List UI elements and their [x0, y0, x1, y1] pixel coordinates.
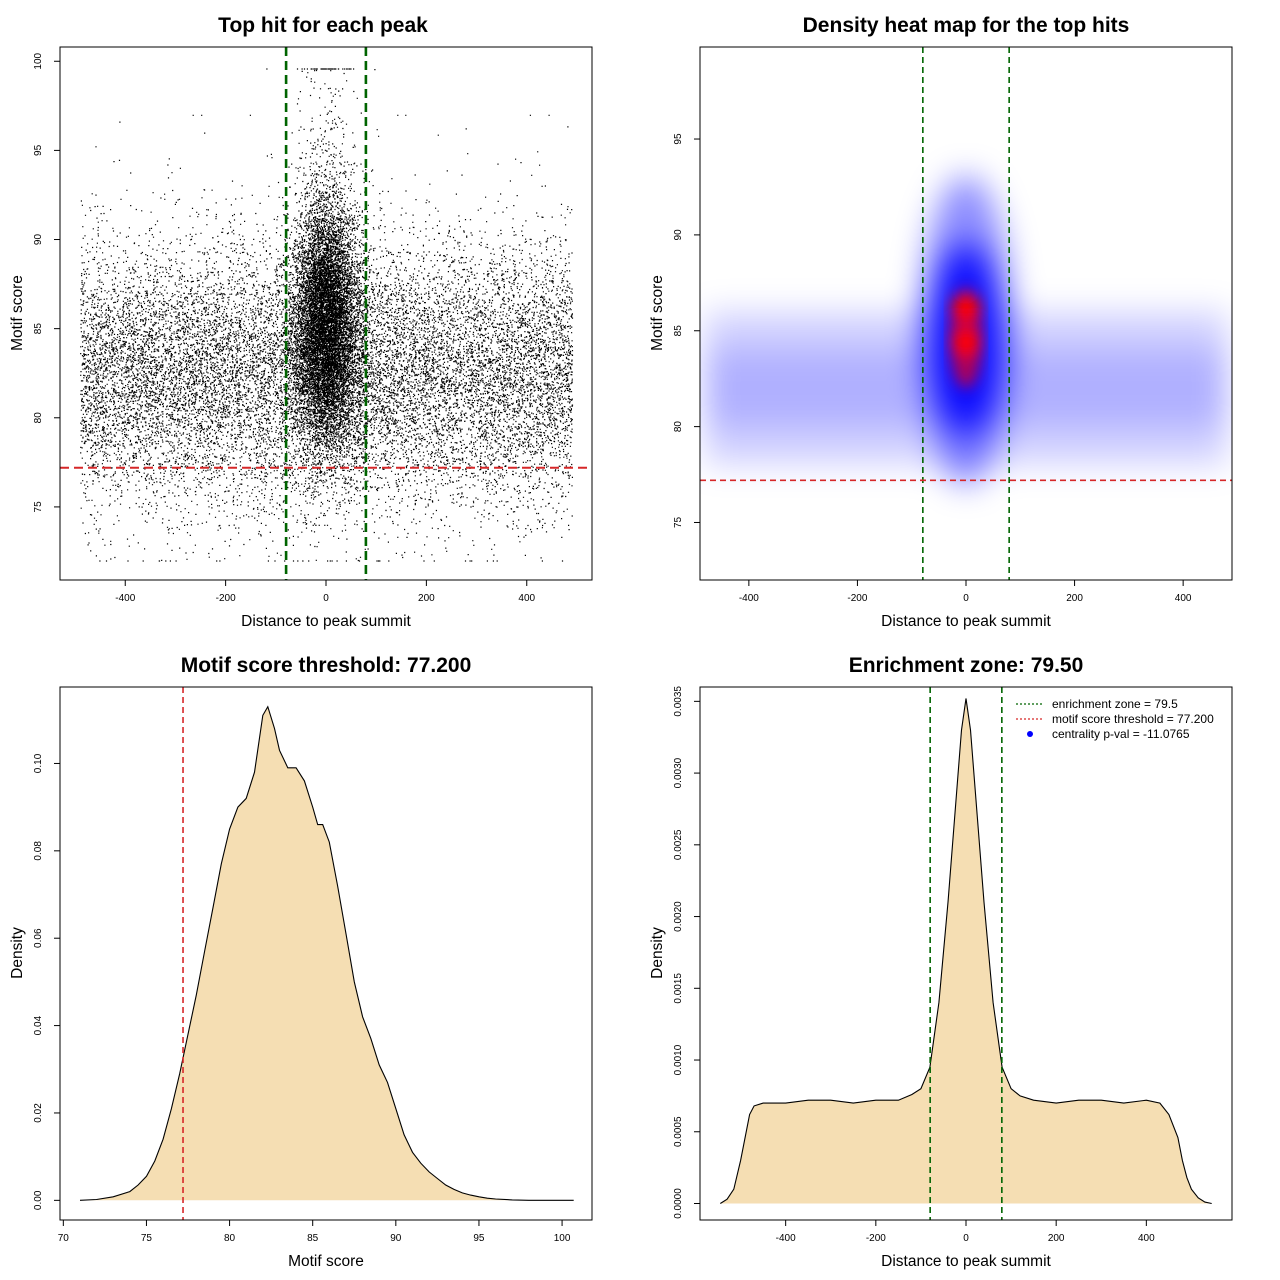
x-tick-label: 200 — [418, 593, 435, 604]
x-tick-label: 85 — [307, 1233, 319, 1244]
x-tick-label: -200 — [216, 593, 236, 604]
heat-peak-2 — [951, 328, 981, 357]
axes: -400 -200 0 200 400 75 80 85 90 95 — [673, 133, 1192, 604]
density-curve — [79, 705, 574, 1201]
y-tick-label: 80 — [33, 412, 44, 424]
y-tick-label: 75 — [673, 516, 684, 528]
x-tick-label: -200 — [866, 1233, 886, 1244]
panel-motif-score-density: Motif score threshold: 77.200 70 75 80 85 90… — [9, 654, 593, 1270]
y-tick-label: 95 — [673, 133, 684, 145]
legend-entry-motif-threshold: motif score threshold = 77.200 — [1052, 712, 1214, 726]
x-axis-label: Distance to peak summit — [881, 613, 1051, 630]
x-tick-label: -400 — [115, 593, 135, 604]
legend-entry-enrichment-zone: enrichment zone = 79.5 — [1052, 697, 1178, 711]
x-tick-label: -200 — [847, 593, 867, 604]
x-tick-label: 0 — [963, 593, 969, 604]
x-tick-label: 200 — [1066, 593, 1083, 604]
x-tick-label: 90 — [390, 1233, 402, 1244]
x-tick-label: 95 — [473, 1233, 485, 1244]
panel-enrichment-zone-density: Enrichment zone: 79.50 -400 -200 0 200 400 0.… — [649, 654, 1233, 1270]
y-tick-label: 80 — [673, 421, 684, 433]
scatter-plot-area — [80, 68, 574, 562]
y-tick-label: 85 — [673, 325, 684, 337]
density-area-fill — [80, 706, 574, 1201]
panel-top-hit-scatter: Top hit for each peak -400 -200 0 200 400 75 8… — [9, 14, 593, 630]
y-axis-label: Motif score — [649, 275, 666, 351]
y-axis-label: Density — [649, 927, 666, 979]
chart-title: Density heat map for the top hits — [803, 14, 1130, 37]
reference-lines — [60, 47, 592, 580]
x-tick-label: 200 — [1048, 1233, 1065, 1244]
x-tick-label: 0 — [963, 1233, 969, 1244]
y-tick-label: 0.02 — [33, 1103, 44, 1123]
y-tick-label: 75 — [33, 501, 44, 513]
x-tick-label: 100 — [554, 1233, 571, 1244]
y-tick-label: 0.0005 — [673, 1116, 684, 1147]
y-tick-label: 90 — [673, 229, 684, 241]
reference-lines — [929, 687, 1003, 1220]
density-curve — [720, 698, 1212, 1205]
y-tick-label: 0.0020 — [673, 901, 684, 932]
chart-title: Top hit for each peak — [218, 14, 428, 37]
y-tick-label: 100 — [33, 52, 44, 69]
x-tick-label: 400 — [518, 593, 535, 604]
x-tick-label: 70 — [58, 1233, 70, 1244]
panel-density-heatmap: Density heat map for the top hits -400 -2… — [649, 14, 1233, 630]
y-tick-label: 0.08 — [33, 841, 44, 861]
y-tick-label: 0.10 — [33, 753, 44, 773]
y-axis-label: Motif score — [9, 275, 26, 351]
x-axis-label: Motif score — [288, 1253, 364, 1270]
heat-peak-1 — [951, 293, 981, 322]
reference-lines — [700, 47, 1232, 580]
y-tick-label: 95 — [33, 144, 44, 156]
y-tick-label: 0.0035 — [673, 686, 684, 717]
chart-title: Motif score threshold: 77.200 — [181, 654, 472, 677]
density-plot-area — [79, 705, 574, 1201]
y-axis-label: Density — [9, 927, 26, 979]
legend-entry-centrality-pval: centrality p-val = -11.0765 — [1052, 727, 1190, 741]
x-axis-label: Distance to peak summit — [881, 1253, 1051, 1270]
x-tick-label: -400 — [739, 593, 759, 604]
y-tick-label: 0.0025 — [673, 829, 684, 860]
x-tick-label: 0 — [323, 593, 329, 604]
y-tick-label: 0.04 — [33, 1015, 44, 1035]
y-tick-label: 85 — [33, 323, 44, 335]
y-tick-label: 0.06 — [33, 928, 44, 948]
axes: -400 -200 0 200 400 0.0000 0.0005 0.0010 0.0015 0… — [673, 686, 1155, 1244]
y-tick-label: 0.0000 — [673, 1188, 684, 1219]
axes: -400 -200 0 200 400 75 80 85 90 95 100 — [33, 52, 536, 604]
density-area-fill — [720, 698, 1212, 1204]
y-tick-label: 90 — [33, 234, 44, 246]
legend: enrichment zone = 79.5 motif score thres… — [1016, 697, 1214, 741]
x-tick-label: -400 — [776, 1233, 796, 1244]
x-tick-label: 75 — [141, 1233, 153, 1244]
y-tick-label: 0.0030 — [673, 757, 684, 788]
axes: 70 75 80 85 90 95 100 0.00 0.02 0.04 0.06 0.08 0.10 — [33, 753, 571, 1244]
heat-hotspots — [950, 288, 982, 389]
scatter-points — [80, 68, 574, 562]
x-axis-label: Distance to peak summit — [241, 613, 411, 630]
x-tick-label: 400 — [1175, 593, 1192, 604]
y-tick-label: 0.00 — [33, 1190, 44, 1210]
chart-title: Enrichment zone: 79.50 — [849, 654, 1084, 677]
density-plot-area — [720, 698, 1212, 1205]
x-tick-label: 80 — [224, 1233, 236, 1244]
y-tick-label: 0.0010 — [673, 1044, 684, 1075]
x-tick-label: 400 — [1138, 1233, 1155, 1244]
heatmap-plot-area — [700, 47, 1232, 580]
legend-key-centrality-pval — [1027, 731, 1033, 737]
y-tick-label: 0.0015 — [673, 973, 684, 1004]
